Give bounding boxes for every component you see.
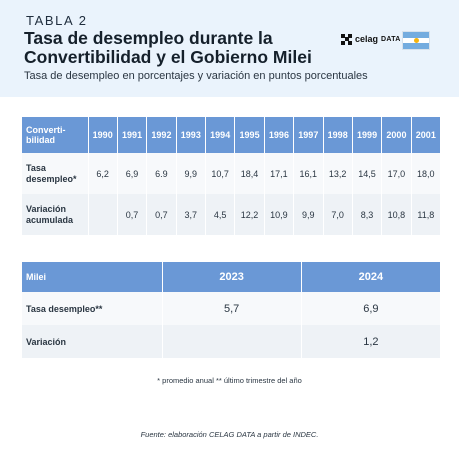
table-cell: 0,7 bbox=[146, 194, 177, 235]
table-cell: 12,2 bbox=[234, 194, 265, 235]
table-cell: 17,1 bbox=[264, 153, 295, 194]
year-header: 2000 bbox=[381, 117, 412, 153]
table-cell: 18,4 bbox=[234, 153, 265, 194]
table-cell: 5,7 bbox=[162, 292, 302, 325]
page-title: Tasa de desempleo durante la Convertibil… bbox=[24, 28, 312, 67]
year-header: 1994 bbox=[205, 117, 236, 153]
year-header: 1993 bbox=[176, 117, 207, 153]
argentina-flag-icon bbox=[402, 31, 430, 50]
table-cell: 17,0 bbox=[381, 153, 412, 194]
table-cell: 6,9 bbox=[301, 292, 442, 325]
year-header: 1995 bbox=[234, 117, 265, 153]
table-cell: 0,7 bbox=[117, 194, 148, 235]
year-header: 2024 bbox=[301, 262, 442, 292]
footnote: * promedio anual ** último trimestre del… bbox=[157, 376, 302, 385]
table-cell: 6,9 bbox=[117, 153, 148, 194]
table-cell: 16,1 bbox=[293, 153, 324, 194]
table-cell: 11,8 bbox=[411, 194, 442, 235]
celag-logo: celag DATA bbox=[341, 33, 401, 45]
corner-label: Milei bbox=[22, 262, 163, 292]
year-header: 2001 bbox=[411, 117, 442, 153]
table-row: Variación acumulada 0,7 0,7 3,7 4,5 12,2… bbox=[22, 194, 442, 235]
table-cell: 14,5 bbox=[352, 153, 383, 194]
table-row: Tasa desempleo* 6,2 6,9 6.9 9,9 10,7 18,… bbox=[22, 153, 442, 194]
year-header: 1998 bbox=[323, 117, 353, 153]
corner-label: Converti-bilidad bbox=[22, 117, 89, 153]
table-cell: 9,9 bbox=[176, 153, 207, 194]
table-cell: 9,9 bbox=[293, 194, 324, 235]
table-row: Tasa desempleo** 5,7 6,9 bbox=[22, 292, 442, 325]
table-cell bbox=[162, 325, 302, 358]
row-label: Tasa desempleo* bbox=[22, 153, 89, 194]
table-cell bbox=[88, 194, 118, 235]
table-cell: 8,3 bbox=[352, 194, 383, 235]
year-header: 1996 bbox=[264, 117, 295, 153]
table-cell: 10,9 bbox=[264, 194, 295, 235]
row-label: Variación bbox=[22, 325, 163, 358]
year-header: 1997 bbox=[293, 117, 324, 153]
header-band: TABLA 2 Tasa de desempleo durante la Con… bbox=[0, 0, 459, 97]
row-label: Variación acumulada bbox=[22, 194, 89, 235]
year-header: 1999 bbox=[352, 117, 383, 153]
milei-table: Milei 2023 2024 Tasa desempleo** 5,7 6,9… bbox=[22, 262, 442, 358]
year-header: 1990 bbox=[88, 117, 118, 153]
year-header: 2023 bbox=[162, 262, 302, 292]
table-cell: 3,7 bbox=[176, 194, 207, 235]
table-header-row: Milei 2023 2024 bbox=[22, 262, 442, 292]
logo-text-celag: celag bbox=[355, 34, 379, 44]
table-cell: 10,7 bbox=[205, 153, 236, 194]
celag-logo-icon bbox=[341, 33, 352, 45]
row-label: Tasa desempleo** bbox=[22, 292, 163, 325]
table-cell: 18,0 bbox=[411, 153, 442, 194]
table-cell: 7,0 bbox=[323, 194, 353, 235]
table-cell: 6,2 bbox=[88, 153, 118, 194]
logo-text-data: DATA bbox=[381, 35, 401, 43]
table-cell: 13,2 bbox=[323, 153, 353, 194]
year-header: 1991 bbox=[117, 117, 148, 153]
table-cell: 4,5 bbox=[205, 194, 236, 235]
source-note: Fuente: elaboración CELAG DATA a partir … bbox=[140, 430, 319, 439]
table-cell: 1,2 bbox=[301, 325, 442, 358]
table-row: Variación 1,2 bbox=[22, 325, 442, 358]
convertibilidad-table: Converti-bilidad 1990 1991 1992 1993 199… bbox=[22, 117, 442, 235]
table-header-row: Converti-bilidad 1990 1991 1992 1993 199… bbox=[22, 117, 442, 153]
year-header: 1992 bbox=[146, 117, 177, 153]
table-cell: 10,8 bbox=[381, 194, 412, 235]
page-subtitle: Tasa de desempleo en porcentajes y varia… bbox=[24, 70, 368, 82]
table-number: TABLA 2 bbox=[26, 13, 88, 28]
table-cell: 6.9 bbox=[146, 153, 177, 194]
